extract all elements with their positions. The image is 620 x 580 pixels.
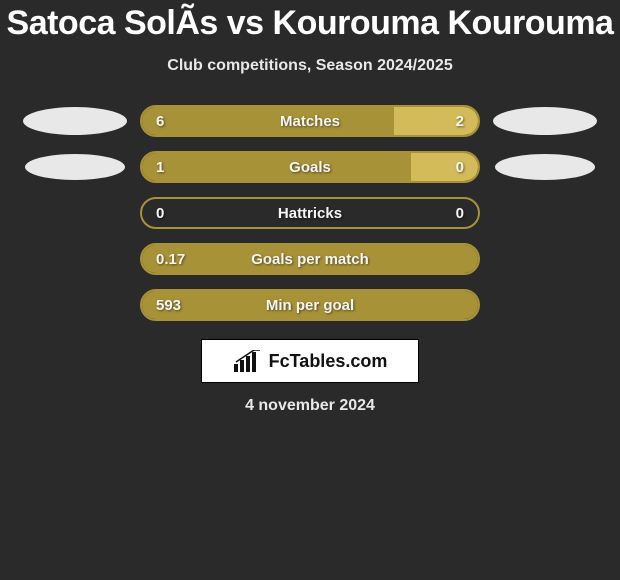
player-avatar-right — [495, 154, 595, 180]
datestamp: 4 november 2024 — [0, 397, 620, 415]
subtitle: Club competitions, Season 2024/2025 — [0, 57, 620, 75]
stat-bar: 593Min per goal — [140, 289, 480, 321]
stat-value-left: 1 — [142, 153, 411, 181]
avatar-slot-left — [10, 107, 140, 135]
stat-bar: 00Hattricks — [140, 197, 480, 229]
page-title: Satoca SolÃ­s vs Kourouma Kourouma — [0, 4, 620, 43]
stat-bar: 62Matches — [140, 105, 480, 137]
branding-wrap: FcTables.com — [0, 339, 620, 383]
avatar-slot-right — [480, 154, 610, 180]
stat-row: 00Hattricks — [0, 197, 620, 229]
player-avatar-left — [23, 107, 127, 135]
player-avatar-left — [25, 154, 125, 180]
stat-value-left: 593 — [142, 291, 478, 319]
stat-value-left: 6 — [142, 107, 394, 135]
stat-bar: 0.17Goals per match — [140, 243, 480, 275]
branding-text: FcTables.com — [269, 351, 388, 372]
chart-icon — [233, 350, 263, 372]
avatar-slot-right — [480, 107, 610, 135]
stat-value-left: 0 — [142, 199, 310, 227]
stat-value-right: 0 — [411, 153, 478, 181]
stat-row: 593Min per goal — [0, 289, 620, 321]
stat-row: 10Goals — [0, 151, 620, 183]
comparison-rows: 62Matches 10Goals 00Hattricks 0.17Goals per… — [0, 105, 620, 321]
stat-row: 0.17Goals per match — [0, 243, 620, 275]
player-avatar-right — [493, 107, 597, 135]
stat-value-right: 2 — [394, 107, 478, 135]
branding-box: FcTables.com — [201, 339, 419, 383]
stat-bar: 10Goals — [140, 151, 480, 183]
stat-value-right: 0 — [310, 199, 478, 227]
stat-value-left: 0.17 — [142, 245, 478, 273]
avatar-slot-left — [10, 154, 140, 180]
stat-row: 62Matches — [0, 105, 620, 137]
